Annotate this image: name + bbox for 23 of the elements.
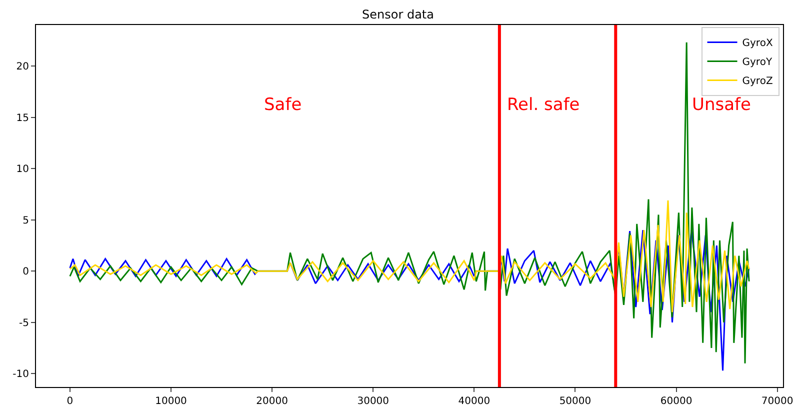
x-tick-label: 60000	[660, 396, 692, 407]
x-tick-label: 40000	[458, 396, 490, 407]
x-tick-label: 50000	[559, 396, 592, 407]
y-tick-label: 15	[16, 112, 29, 124]
annotation: Rel. safe	[507, 95, 580, 115]
legend-label: GyroZ	[742, 76, 773, 88]
y-tick-label: 0	[22, 266, 29, 278]
x-tick-label: 30000	[357, 396, 390, 407]
x-tick-label: 10000	[155, 396, 187, 407]
y-tick-label: 10	[16, 164, 29, 176]
line-series	[69, 200, 750, 313]
x-tick-label: 70000	[761, 396, 794, 407]
y-tick-label: -5	[19, 318, 29, 329]
y-tick-label: 20	[16, 62, 29, 73]
x-tick-label: 0	[66, 396, 74, 407]
chart-title: Sensor data	[362, 8, 434, 22]
y-tick-label: 5	[22, 215, 29, 226]
x-tick-label: 20000	[256, 396, 288, 407]
legend-label: GyroY	[742, 57, 773, 68]
annotation: Safe	[264, 95, 302, 115]
annotation: Unsafe	[692, 95, 751, 115]
legend-label: GyroX	[742, 38, 773, 50]
y-tick-label: -10	[12, 369, 29, 380]
